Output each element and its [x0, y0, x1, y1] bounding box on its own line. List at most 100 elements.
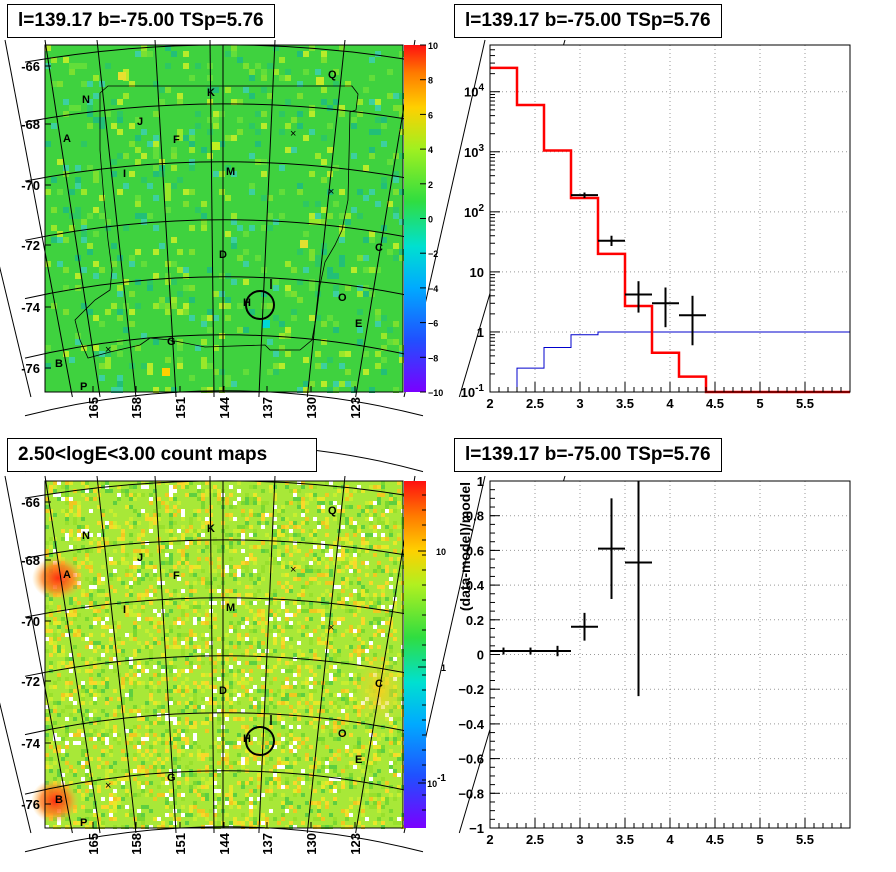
map-texture-cell — [213, 669, 217, 673]
map-texture-cell — [369, 189, 375, 195]
map-texture-cell — [173, 797, 177, 801]
map-texture-cell — [101, 709, 105, 713]
count-colorbar-tick-label: 1 — [441, 663, 446, 673]
map-texture-cell — [185, 737, 189, 741]
map-texture-cell — [381, 821, 385, 825]
map-texture-cell — [297, 489, 301, 493]
map-texture-cell — [117, 285, 123, 291]
map-texture-cell — [365, 549, 369, 553]
ts-map-title: l=139.17 b=-75.00 TSp=5.76 — [7, 4, 275, 38]
map-texture-cell — [135, 279, 141, 285]
map-texture-cell — [289, 585, 293, 589]
map-texture-cell — [245, 565, 249, 569]
map-texture-cell — [89, 677, 93, 681]
map-texture-cell — [49, 613, 53, 617]
map-texture-cell — [53, 493, 57, 497]
spectrum-background-line — [516, 331, 850, 392]
map-texture-cell — [217, 705, 221, 709]
map-texture-cell — [261, 665, 265, 669]
map-texture-cell — [149, 493, 153, 497]
map-texture-cell — [313, 717, 317, 721]
map-texture-cell — [125, 613, 129, 617]
map-texture-cell — [101, 765, 105, 769]
map-texture-cell — [249, 697, 253, 701]
map-texture-cell — [241, 537, 245, 541]
map-texture-cell — [197, 577, 201, 581]
residuals-y-tick-label: 0 — [477, 648, 484, 663]
map-texture-cell — [381, 805, 385, 809]
map-texture-cell — [357, 597, 361, 601]
map-texture-cell — [351, 207, 357, 213]
map-texture-cell — [309, 785, 313, 789]
map-texture-cell — [109, 577, 113, 581]
map-texture-cell — [101, 617, 105, 621]
map-texture-cell — [113, 525, 117, 529]
map-texture-cell — [257, 609, 261, 613]
map-texture-cell — [61, 493, 65, 497]
map-texture-cell — [281, 561, 285, 565]
map-texture-cell — [125, 489, 129, 493]
map-texture-cell — [281, 585, 285, 589]
map-texture-cell — [381, 621, 385, 625]
map-texture-cell — [397, 789, 401, 793]
map-texture-cell — [65, 717, 69, 721]
map-texture-cell — [169, 521, 173, 525]
map-texture-cell — [177, 637, 181, 641]
map-texture-cell — [245, 649, 249, 653]
map-texture-cell — [141, 765, 145, 769]
count-map-x-ticks: 165 158 151 144 137 130 123 — [86, 822, 363, 855]
map-texture-cell — [345, 713, 349, 717]
map-texture-cell — [349, 505, 353, 509]
map-texture-cell — [281, 793, 285, 797]
map-texture-cell — [197, 537, 201, 541]
map-texture-cell — [113, 561, 117, 565]
map-texture-cell — [105, 681, 109, 685]
map-texture-cell — [353, 521, 357, 525]
map-texture-cell — [45, 363, 51, 369]
map-texture-cell — [193, 705, 197, 709]
map-texture-cell — [193, 529, 197, 533]
map-texture-cell — [285, 765, 289, 769]
map-texture-cell — [129, 585, 133, 589]
map-texture-cell — [345, 521, 349, 525]
map-texture-cell — [177, 633, 181, 637]
map-texture-cell — [189, 593, 193, 597]
map-texture-cell — [121, 769, 125, 773]
map-texture-cell — [261, 757, 265, 761]
map-texture-cell — [289, 765, 293, 769]
map-texture-cell — [125, 553, 129, 557]
map-texture-cell — [133, 677, 137, 681]
map-texture-cell — [265, 729, 269, 733]
map-texture-cell — [345, 629, 349, 633]
map-texture-cell — [219, 111, 225, 117]
map-texture-cell — [321, 617, 325, 621]
map-texture-cell — [123, 327, 129, 333]
map-texture-cell — [357, 661, 361, 665]
map-texture-cell — [225, 681, 229, 685]
map-texture-cell — [125, 757, 129, 761]
map-texture-cell — [397, 757, 401, 761]
map-texture-cell — [389, 509, 393, 513]
map-texture-cell — [225, 633, 229, 637]
source-marker-cross: × — [105, 344, 111, 356]
map-texture-cell — [269, 669, 273, 673]
map-texture-cell — [381, 745, 385, 749]
map-texture-cell — [309, 669, 313, 673]
map-texture-cell — [93, 93, 99, 99]
map-texture-cell — [261, 565, 265, 569]
map-texture-cell — [281, 745, 285, 749]
map-texture-cell — [51, 207, 57, 213]
map-texture-cell — [217, 805, 221, 809]
map-texture-cell — [101, 821, 105, 825]
map-texture-cell — [193, 565, 197, 569]
map-texture-cell — [333, 737, 337, 741]
map-texture-cell — [249, 625, 253, 629]
map-texture-cell — [73, 689, 77, 693]
map-texture-cell — [219, 291, 225, 297]
map-texture-cell — [125, 789, 129, 793]
map-texture-cell — [245, 689, 249, 693]
map-texture-cell — [147, 285, 153, 291]
map-texture-cell — [249, 641, 253, 645]
map-texture-cell — [281, 565, 285, 569]
map-texture-cell — [109, 745, 113, 749]
